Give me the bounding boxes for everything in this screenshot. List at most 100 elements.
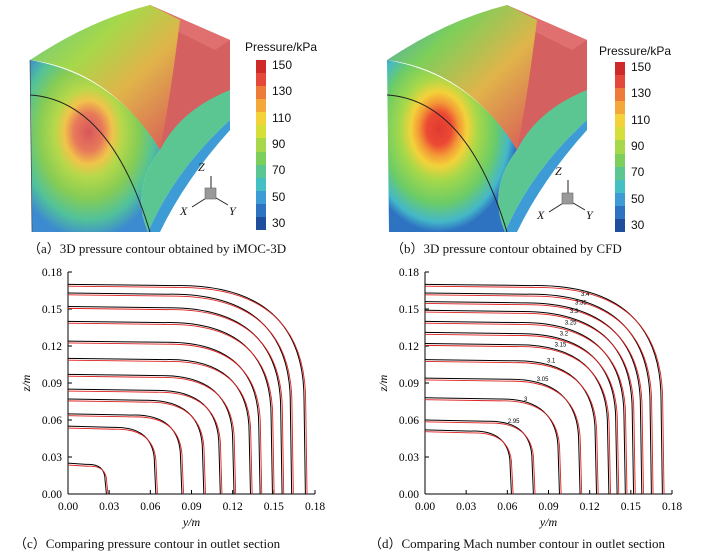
x-tick-label: 0.00: [415, 501, 435, 513]
colorbar: [256, 59, 266, 230]
colorbar-swatches: [256, 59, 266, 230]
colorbar-swatch: [256, 86, 266, 100]
contour-label: 3.4: [581, 292, 590, 298]
x-tick-label: 0.12: [223, 501, 243, 513]
axis-triad-icon: [548, 180, 586, 213]
contour-line-comparison: [424, 360, 599, 495]
contour-line-comparison: [67, 375, 237, 495]
colorbar-tick-label: 90: [631, 139, 645, 153]
triad-y-label: Y: [229, 204, 236, 218]
contour-label: 2.95: [508, 419, 520, 425]
colorbar-tick-label: 50: [272, 189, 286, 204]
colorbar-swatch: [615, 88, 625, 102]
contour-line-comparison: [424, 285, 665, 495]
y-tick-label: 0.15: [399, 304, 419, 316]
contour-line-comparison: [424, 311, 636, 495]
contour-line-comparison: [67, 464, 109, 495]
contour-line-comparison: [67, 390, 223, 495]
colorbar-tick-label: 110: [631, 112, 651, 127]
caption-b: （b）3D pressure contour obtained by CFD: [391, 241, 622, 256]
contour-line-comparison: [67, 342, 263, 495]
colorbar-swatch: [615, 61, 625, 76]
x-tick-label: 0.12: [580, 501, 600, 513]
colorbar-swatch: [256, 151, 266, 165]
contour-line-comparison: [424, 399, 562, 495]
contour-line-reference: [424, 429, 512, 495]
colorbar-swatch: [256, 203, 266, 217]
colorbar-swatch: [615, 218, 625, 232]
contour-line-comparison: [424, 322, 628, 495]
contour-line-comparison: [424, 421, 536, 495]
y-axis-label: z/m: [376, 374, 390, 392]
y-axis-label: z/m: [19, 374, 33, 392]
x-tick-label: 0.09: [181, 501, 201, 513]
contour-line-reference: [67, 462, 107, 495]
contour-line-comparison: [424, 303, 644, 495]
y-tick-label: 0.15: [42, 304, 62, 316]
contour-label: 3.3: [570, 309, 579, 315]
colorbar-tick-label: 110: [272, 110, 292, 125]
contour-line-comparison: [67, 400, 206, 495]
triad-z-label: Z: [198, 160, 205, 174]
x-tick-label: 0.03: [456, 501, 476, 513]
contour-line-reference: [67, 425, 157, 495]
x-tick-label: 0.09: [538, 501, 558, 513]
y-tick-label: 0.18: [399, 267, 419, 279]
colorbar-swatch: [256, 125, 266, 139]
y-tick-label: 0.00: [399, 489, 419, 501]
colorbar-swatch: [256, 164, 266, 178]
contour-label: 3.15: [555, 343, 567, 349]
colorbar-swatch: [256, 112, 266, 126]
pressure-3d-render-cfd: [386, 5, 587, 233]
colorbar-swatch: [256, 73, 266, 87]
colorbar-swatch: [615, 101, 625, 115]
colorbar-swatch: [615, 127, 625, 141]
colorbar-swatch: [256, 177, 266, 191]
contour-label: 3: [524, 397, 528, 403]
x-tick-label: 0.03: [99, 501, 119, 513]
panel-d: 0.00 0.03 0.06 0.09 0.12 0.15 0.18 0.00 0.03 0.06…: [357, 262, 714, 556]
mach-contour-chart: 0.00 0.03 0.06 0.09 0.12 0.15 0.18 0.00 0.03 0.06…: [376, 267, 682, 529]
contour-line-comparison: [424, 431, 514, 495]
y-tick-label: 0.12: [42, 341, 62, 353]
contour-line-comparison: [67, 427, 158, 495]
contour-line-comparison: [424, 333, 620, 495]
triad-x-label: X: [180, 204, 188, 218]
y-tick-label: 0.12: [399, 341, 419, 353]
colorbar-title: Pressure/kPa: [245, 40, 318, 54]
contour-line-comparison: [67, 415, 184, 495]
y-tick-label: 0.09: [42, 378, 62, 390]
contour-line-comparison: [67, 359, 253, 495]
colorbar-tick-label: 70: [272, 163, 286, 178]
x-tick-label: 0.15: [264, 501, 284, 513]
colorbar-swatch: [256, 99, 266, 113]
colorbar-ticks: 150 130 110 90 70 50 30: [629, 60, 669, 232]
y-tick-label: 0.03: [399, 452, 419, 464]
x-tick-label: 0.06: [497, 501, 517, 513]
contour-line-reference: [67, 398, 205, 495]
colorbar-tick-label: 150: [631, 60, 652, 74]
x-tick-label: 0.00: [58, 501, 78, 513]
colorbar-tick-label: 130: [272, 84, 293, 99]
contour-line-reference: [424, 331, 618, 495]
colorbar-swatch: [615, 114, 625, 128]
contour-line-reference: [67, 357, 252, 495]
y-tick-label: 0.06: [399, 415, 419, 427]
colorbar-title: Pressure/kPa: [599, 44, 672, 58]
colorbar-swatch: [615, 179, 625, 193]
colorbar-tick-label: 30: [631, 218, 645, 232]
colorbar-tick-label: 130: [631, 86, 652, 101]
contour-line-reference: [424, 309, 635, 495]
y-tick-label: 0.18: [42, 267, 62, 279]
contour-label: 3.25: [565, 320, 577, 326]
x-tick-label: 0.15: [621, 501, 641, 513]
panel-b: Z X Y Pressure/kPa 150 130 110 90 70 50 30 （b）…: [357, 0, 714, 262]
caption-d: （d）Comparing Mach number contour in outl…: [369, 536, 666, 551]
contour-line-reference: [424, 320, 626, 495]
contour-label: 3.35: [575, 301, 587, 307]
colorbar-tick-label: 70: [631, 165, 645, 180]
axis-triad-icon: [191, 176, 229, 208]
y-tick-label: 0.09: [399, 378, 419, 390]
contour-line-comparison: [424, 294, 654, 495]
contour-line-comparison: [67, 322, 275, 495]
